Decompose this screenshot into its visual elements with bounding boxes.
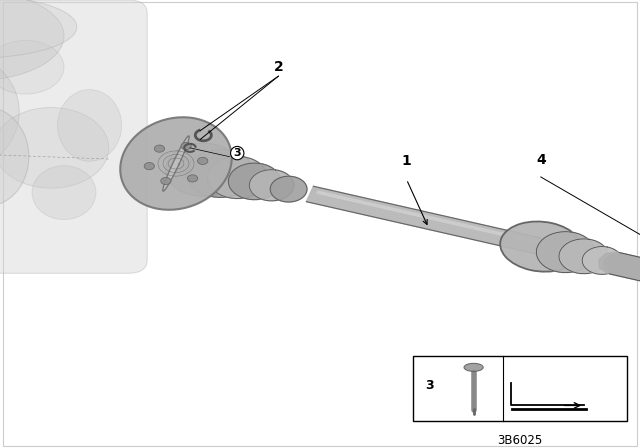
Polygon shape bbox=[604, 253, 636, 275]
Ellipse shape bbox=[0, 0, 77, 58]
Circle shape bbox=[198, 157, 208, 164]
Circle shape bbox=[154, 145, 164, 152]
Text: 2: 2 bbox=[273, 60, 284, 74]
Text: 4: 4 bbox=[536, 153, 546, 167]
Ellipse shape bbox=[464, 363, 483, 371]
Polygon shape bbox=[187, 150, 254, 198]
Polygon shape bbox=[609, 254, 640, 276]
Text: 3B6025: 3B6025 bbox=[497, 434, 543, 447]
Polygon shape bbox=[307, 186, 545, 254]
FancyBboxPatch shape bbox=[0, 0, 147, 273]
Circle shape bbox=[161, 177, 171, 185]
Text: 1: 1 bbox=[401, 154, 412, 168]
Polygon shape bbox=[166, 143, 241, 196]
Ellipse shape bbox=[58, 90, 122, 161]
Polygon shape bbox=[613, 255, 640, 277]
Polygon shape bbox=[207, 156, 268, 198]
Ellipse shape bbox=[0, 108, 29, 206]
Ellipse shape bbox=[0, 108, 109, 188]
Polygon shape bbox=[270, 176, 307, 202]
Polygon shape bbox=[633, 260, 640, 282]
Polygon shape bbox=[599, 252, 630, 274]
Ellipse shape bbox=[0, 49, 19, 175]
Polygon shape bbox=[618, 256, 640, 279]
Text: 3: 3 bbox=[234, 148, 241, 158]
Circle shape bbox=[144, 163, 154, 170]
Polygon shape bbox=[163, 136, 189, 191]
Polygon shape bbox=[536, 232, 595, 272]
Circle shape bbox=[181, 142, 191, 150]
Polygon shape bbox=[623, 258, 640, 280]
Ellipse shape bbox=[0, 40, 64, 94]
Ellipse shape bbox=[120, 117, 232, 210]
Polygon shape bbox=[638, 261, 640, 283]
Polygon shape bbox=[582, 246, 622, 274]
Polygon shape bbox=[609, 253, 640, 295]
Circle shape bbox=[188, 175, 198, 182]
Ellipse shape bbox=[32, 166, 96, 220]
Polygon shape bbox=[559, 239, 609, 274]
Bar bbox=[413, 356, 627, 421]
Polygon shape bbox=[628, 258, 640, 281]
Polygon shape bbox=[317, 191, 549, 246]
Polygon shape bbox=[250, 170, 294, 201]
Ellipse shape bbox=[0, 0, 64, 81]
Text: 3: 3 bbox=[426, 379, 434, 392]
Ellipse shape bbox=[500, 221, 582, 271]
Polygon shape bbox=[228, 163, 281, 200]
